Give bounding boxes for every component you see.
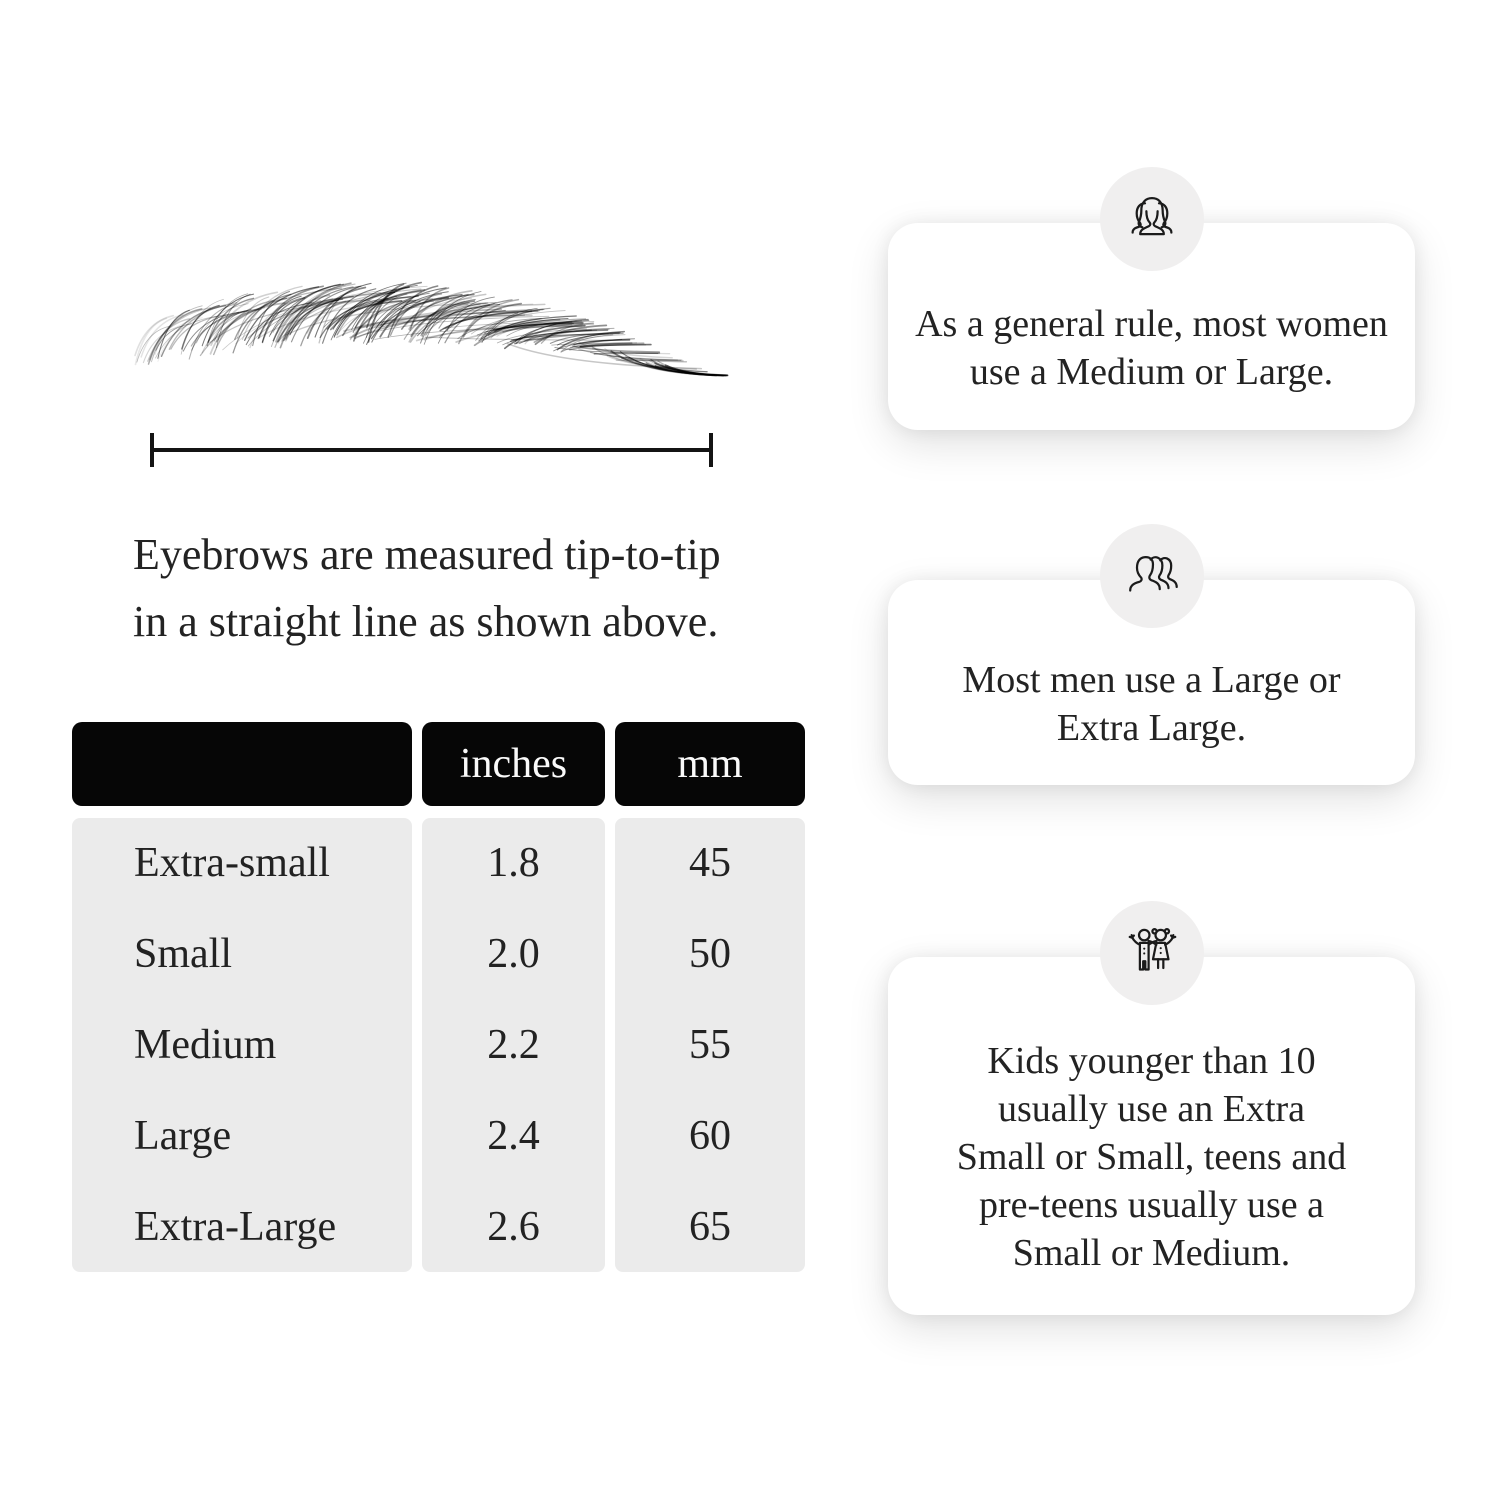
- mm-cell: 55: [689, 1021, 731, 1068]
- women-group-icon: [1099, 167, 1204, 271]
- caption-line: in a straight line as shown above.: [133, 597, 719, 646]
- mm-cell: 50: [689, 931, 731, 978]
- card-text-line: use a Medium or Large.: [969, 350, 1334, 393]
- eyebrow-illustration: [134, 281, 729, 377]
- info-card-women: As a general rule, most women use a Medi…: [888, 167, 1415, 430]
- card-text-line: pre-teens usually use a: [978, 1184, 1325, 1226]
- card-text-line: Small or Medium.: [1012, 1232, 1291, 1274]
- inches-column: 1.8 2.0 2.2 2.4 2.6: [422, 818, 605, 1272]
- size-name-cell: Extra-small: [134, 840, 330, 887]
- card-text-line: Small or Small, teens and: [956, 1136, 1347, 1178]
- card-text-line: usually use an Extra: [997, 1088, 1306, 1130]
- table-body: Extra-small Small Medium Large Extra-Lar…: [72, 818, 805, 1272]
- inches-cell: 2.4: [487, 1112, 540, 1159]
- mm-cell: 45: [689, 840, 731, 887]
- table-header-row: inches mm: [72, 722, 805, 806]
- size-name-column: Extra-small Small Medium Large Extra-Lar…: [72, 818, 412, 1272]
- size-column-header: [72, 722, 412, 806]
- card-text-line: As a general rule, most women: [915, 302, 1388, 345]
- mm-column: 45 50 55 60 65: [615, 818, 805, 1272]
- info-card-kids: Kids younger than 10 usually use an Extr…: [888, 901, 1415, 1315]
- measurement-caption: Eyebrows are measured tip-to-tip in a st…: [133, 521, 763, 655]
- men-group-icon: [1099, 524, 1204, 628]
- info-card-men: Most men use a Large or Extra Large.: [888, 524, 1415, 785]
- size-name-cell: Extra-Large: [134, 1203, 337, 1250]
- inches-cell: 2.6: [487, 1203, 540, 1250]
- card-text-line: Kids younger than 10: [987, 1040, 1316, 1082]
- measurement-line-right-cap: [709, 433, 713, 467]
- mm-column-header: mm: [615, 722, 805, 806]
- size-name-cell: Medium: [134, 1021, 277, 1068]
- size-name-cell: Large: [134, 1112, 232, 1159]
- card-text-line: Extra Large.: [1056, 706, 1247, 749]
- size-name-cell: Small: [134, 931, 233, 978]
- inches-cell: 1.8: [487, 840, 540, 887]
- inches-cell: 2.0: [487, 931, 540, 978]
- mm-cell: 60: [689, 1112, 731, 1159]
- inches-column-header: inches: [422, 722, 605, 806]
- card-text-line: Most men use a Large or: [962, 658, 1341, 701]
- caption-line: Eyebrows are measured tip-to-tip: [133, 530, 721, 579]
- inches-cell: 2.2: [487, 1021, 540, 1068]
- measurement-line-left-cap: [150, 433, 154, 467]
- mm-cell: 65: [689, 1203, 731, 1250]
- measurement-line: [150, 433, 713, 467]
- size-chart-table: inches mm Extra-small Small Medium Large…: [72, 722, 805, 1272]
- kids-icon: [1099, 901, 1204, 1005]
